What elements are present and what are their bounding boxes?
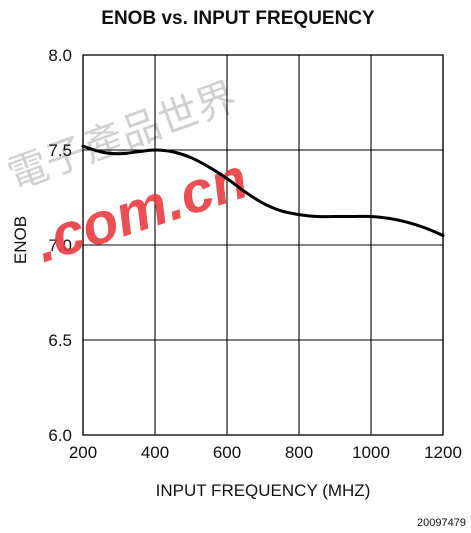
figure-id: 20097479 (417, 517, 466, 529)
series-line-0 (81, 144, 445, 237)
y-tick-label: 7.5 (48, 141, 72, 160)
chart-title: ENOB vs. INPUT FREQUENCY (101, 8, 375, 29)
x-tick-labels: 200 400 600 800 1000 1200 (69, 443, 462, 462)
x-tick-label: 800 (285, 443, 313, 462)
y-tick-label: 7.0 (48, 236, 72, 255)
x-tick-label: 200 (69, 443, 97, 462)
x-tick-label: 600 (213, 443, 241, 462)
y-tick-labels: 6.0 6.5 7.0 7.5 8.0 (48, 46, 72, 445)
series-layer (81, 144, 445, 237)
x-axis-label: INPUT FREQUENCY (MHZ) (156, 481, 371, 500)
y-axis-label: ENOB (11, 216, 30, 264)
y-tick-label: 6.0 (48, 426, 72, 445)
y-tick-label: 8.0 (48, 46, 72, 65)
x-tick-label: 1000 (352, 443, 390, 462)
plot-frame (82, 54, 444, 436)
x-tick-label: 1200 (424, 443, 462, 462)
x-tick-label: 400 (141, 443, 169, 462)
y-tick-label: 6.5 (48, 331, 72, 350)
